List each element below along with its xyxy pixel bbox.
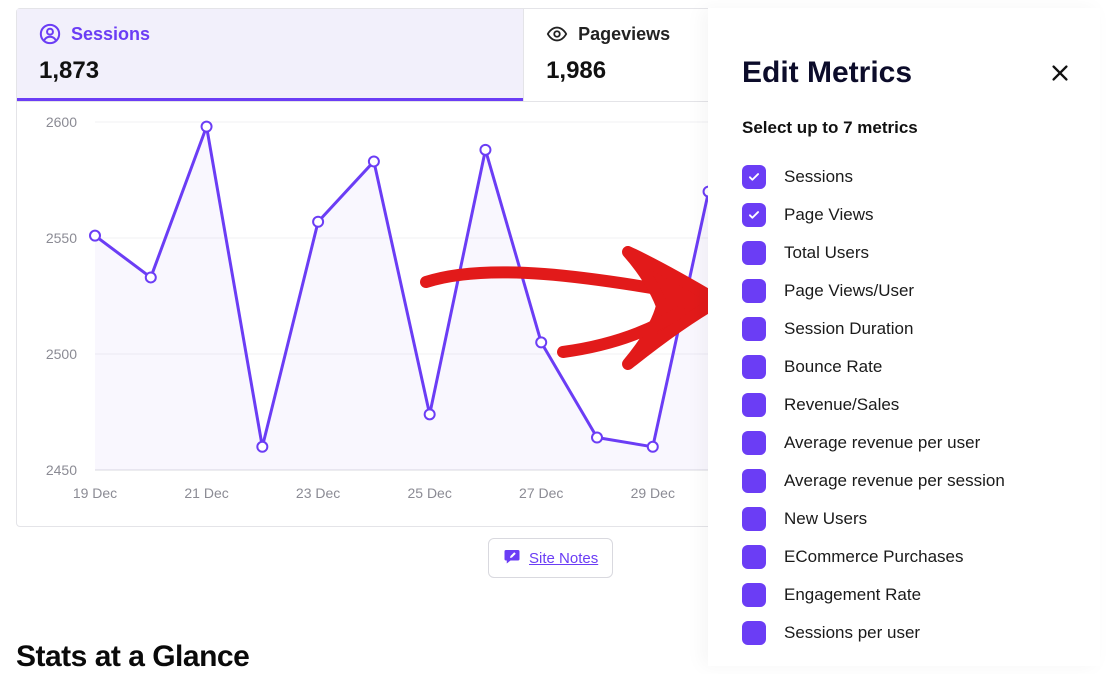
metric-option[interactable]: Sessions per user bbox=[742, 614, 1074, 652]
panel-title: Edit Metrics bbox=[742, 56, 912, 90]
user-circle-icon bbox=[39, 23, 61, 45]
metric-option[interactable]: Total Users bbox=[742, 234, 1074, 272]
metric-option[interactable]: Sessions bbox=[742, 158, 1074, 196]
tab-sessions[interactable]: Sessions 1,873 bbox=[17, 9, 524, 101]
metric-checkbox[interactable] bbox=[742, 545, 766, 569]
metric-label: Total Users bbox=[784, 243, 869, 263]
check-icon bbox=[747, 170, 761, 184]
metric-checkbox[interactable] bbox=[742, 241, 766, 265]
svg-text:2600: 2600 bbox=[46, 114, 77, 130]
metric-checkbox[interactable] bbox=[742, 621, 766, 645]
metric-label: Page Views/User bbox=[784, 281, 914, 301]
metric-label: Average revenue per user bbox=[784, 433, 980, 453]
metric-checkbox[interactable] bbox=[742, 279, 766, 303]
tab-sessions-label: Sessions bbox=[71, 24, 150, 45]
metric-checkbox[interactable] bbox=[742, 469, 766, 493]
metric-option[interactable]: Bounce Rate bbox=[742, 348, 1074, 386]
svg-text:27 Dec: 27 Dec bbox=[519, 485, 563, 501]
close-button[interactable] bbox=[1046, 59, 1074, 87]
metric-checkbox[interactable] bbox=[742, 355, 766, 379]
metric-checkbox[interactable] bbox=[742, 393, 766, 417]
site-notes-label: Site Notes bbox=[529, 550, 598, 567]
metric-checkbox[interactable] bbox=[742, 317, 766, 341]
svg-text:2500: 2500 bbox=[46, 346, 77, 362]
metric-label: Bounce Rate bbox=[784, 357, 882, 377]
metric-checkbox[interactable] bbox=[742, 165, 766, 189]
tab-sessions-label-row: Sessions bbox=[39, 23, 501, 45]
metric-option[interactable]: New Users bbox=[742, 500, 1074, 538]
svg-text:21 Dec: 21 Dec bbox=[184, 485, 228, 501]
metrics-list: Sessions Page Views Total Users Page Views/… bbox=[742, 158, 1074, 652]
metric-option[interactable]: Engagement Rate bbox=[742, 576, 1074, 614]
tab-pageviews-label: Pageviews bbox=[578, 24, 670, 45]
metric-checkbox[interactable] bbox=[742, 507, 766, 531]
metric-label: New Users bbox=[784, 509, 867, 529]
metric-label: Page Views bbox=[784, 205, 873, 225]
metric-label: Average revenue per session bbox=[784, 471, 1005, 491]
check-icon bbox=[747, 208, 761, 222]
metric-checkbox[interactable] bbox=[742, 203, 766, 227]
svg-text:29 Dec: 29 Dec bbox=[631, 485, 675, 501]
svg-text:25 Dec: 25 Dec bbox=[407, 485, 451, 501]
panel-subtitle: Select up to 7 metrics bbox=[742, 118, 1074, 138]
close-icon bbox=[1049, 62, 1071, 84]
metric-option[interactable]: Page Views bbox=[742, 196, 1074, 234]
metric-label: Session Duration bbox=[784, 319, 913, 339]
metric-option[interactable]: Revenue/Sales bbox=[742, 386, 1074, 424]
note-icon bbox=[503, 547, 521, 569]
tab-sessions-value: 1,873 bbox=[39, 57, 501, 85]
eye-icon bbox=[546, 23, 568, 45]
metric-checkbox[interactable] bbox=[742, 583, 766, 607]
metric-option[interactable]: Session Duration bbox=[742, 310, 1074, 348]
metric-label: Engagement Rate bbox=[784, 585, 921, 605]
metric-option[interactable]: Page Views/User bbox=[742, 272, 1074, 310]
metric-label: Sessions per user bbox=[784, 623, 920, 643]
svg-text:19 Dec: 19 Dec bbox=[73, 485, 117, 501]
stats-heading: Stats at a Glance bbox=[16, 640, 249, 674]
dashboard-root: Sessions 1,873 Pageviews 1,986 bbox=[0, 0, 1116, 674]
edit-metrics-panel: Edit Metrics Select up to 7 metrics Sess… bbox=[708, 8, 1100, 666]
metric-option[interactable]: Average revenue per session bbox=[742, 462, 1074, 500]
svg-text:2550: 2550 bbox=[46, 230, 77, 246]
metric-checkbox[interactable] bbox=[742, 431, 766, 455]
metric-label: Revenue/Sales bbox=[784, 395, 899, 415]
site-notes-button[interactable]: Site Notes bbox=[488, 538, 613, 578]
svg-text:23 Dec: 23 Dec bbox=[296, 485, 340, 501]
metric-label: Sessions bbox=[784, 167, 853, 187]
metric-option[interactable]: ECommerce Purchases bbox=[742, 538, 1074, 576]
metric-label: ECommerce Purchases bbox=[784, 547, 964, 567]
svg-text:2450: 2450 bbox=[46, 462, 77, 478]
metric-option[interactable]: Average revenue per user bbox=[742, 424, 1074, 462]
panel-header: Edit Metrics bbox=[742, 56, 1074, 90]
